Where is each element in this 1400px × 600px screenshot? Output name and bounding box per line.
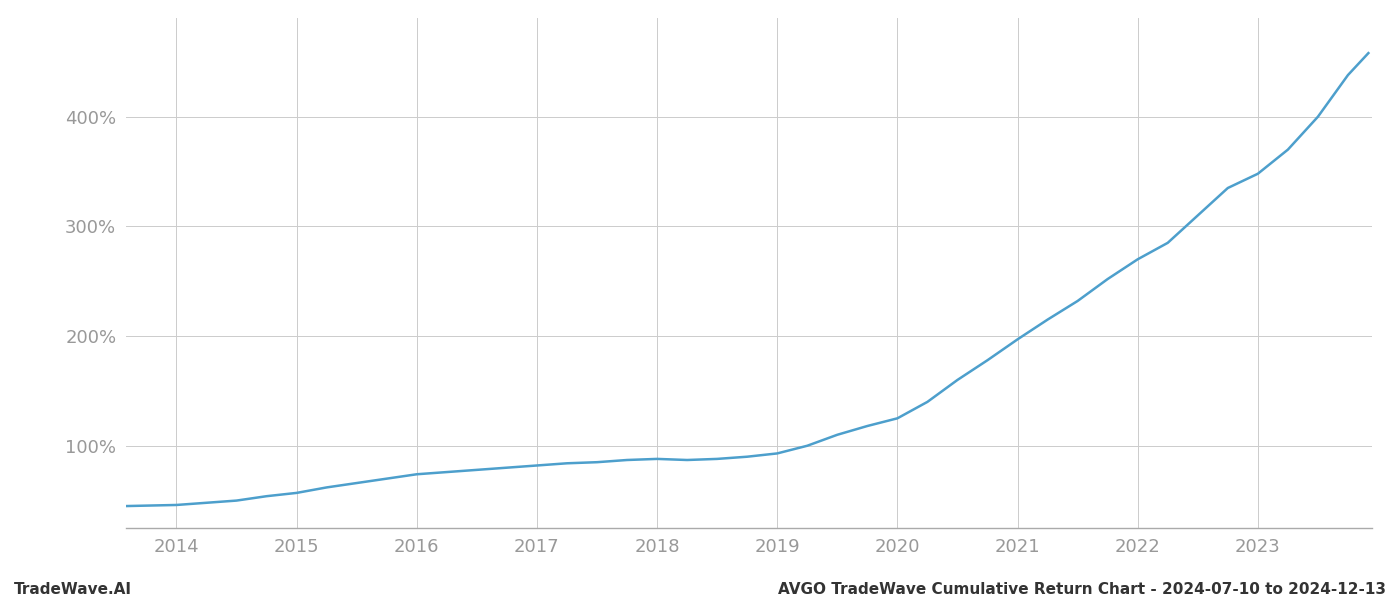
Text: TradeWave.AI: TradeWave.AI xyxy=(14,582,132,597)
Text: AVGO TradeWave Cumulative Return Chart - 2024-07-10 to 2024-12-13: AVGO TradeWave Cumulative Return Chart -… xyxy=(778,582,1386,597)
